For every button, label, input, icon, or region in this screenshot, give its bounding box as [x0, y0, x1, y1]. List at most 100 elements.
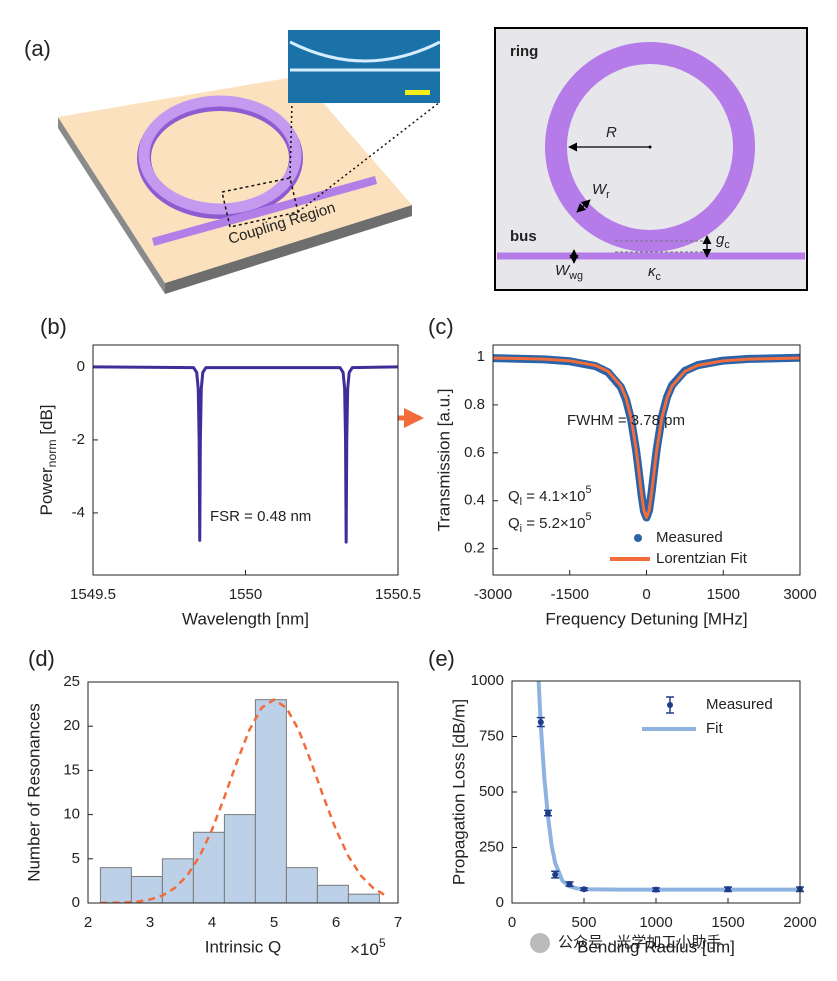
- schematic-label-part: c: [724, 239, 730, 251]
- schematic-label: Wr: [592, 181, 610, 201]
- x-axis-label: Wavelength [nm]: [182, 609, 309, 628]
- y-tick-label: 1: [477, 348, 485, 365]
- annotation: Ql = 4.1×105: [508, 484, 592, 508]
- y-tick-label: 10: [63, 806, 80, 823]
- y-tick-label: 250: [479, 838, 504, 855]
- annotation-part: i: [520, 523, 522, 535]
- watermark: 公众号 · 光学加工小助手: [558, 934, 721, 951]
- histogram-bar: [254, 699, 287, 904]
- x-tick-label: -3000: [474, 586, 512, 603]
- x-axis-label: Frequency Detuning [MHz]: [545, 609, 747, 628]
- axes-box: [87, 681, 399, 904]
- y-tick-label: 25: [63, 673, 80, 690]
- x-scale-label: ×105: [350, 936, 386, 959]
- histogram-bar: [192, 831, 225, 904]
- data-point: [725, 886, 731, 893]
- y-tick-label: 1000: [471, 672, 504, 689]
- axes-box: [511, 680, 801, 904]
- schematic-label: Wwg: [555, 262, 583, 282]
- schematic-label-part: g: [716, 231, 725, 248]
- legend-label: Measured: [656, 529, 723, 546]
- data-point: [537, 719, 544, 726]
- histogram-bar: [316, 884, 349, 904]
- y-tick-label: 750: [479, 727, 504, 744]
- y-axis-label: Powernorm [dB]: [37, 404, 59, 515]
- y-tick-label: 20: [63, 717, 80, 734]
- x-tick-label: 4: [208, 914, 216, 931]
- x-tick-label: 2: [84, 914, 92, 931]
- histogram-bar: [347, 893, 380, 904]
- schematic-label-part: wg: [568, 270, 583, 282]
- x-tick-label: 0: [508, 914, 516, 931]
- y-axis-label: Propagation Loss [dB/m]: [449, 699, 468, 885]
- histogram-bar: [99, 867, 132, 904]
- annotation-part: Q: [508, 488, 520, 505]
- annotation: FWHM = 3.78 pm: [567, 412, 685, 429]
- schematic-label-part: W: [592, 181, 608, 198]
- annotation-part: 5: [585, 484, 591, 496]
- ring-schematic: [494, 27, 808, 291]
- schematic-label: κc: [648, 263, 662, 283]
- panel-label: (a): [24, 36, 51, 61]
- schematic-label: bus: [510, 228, 537, 245]
- annotation-part: l: [520, 496, 522, 508]
- y-tick-label: 0: [496, 894, 504, 911]
- data-point: [566, 881, 573, 888]
- plot-area: [93, 345, 398, 575]
- y-tick-label: 15: [63, 761, 80, 778]
- x-axis-label: Bending Radius [um]: [577, 937, 735, 956]
- x-tick-label: 6: [332, 914, 340, 931]
- schematic-label-part: κ: [648, 263, 657, 280]
- schematic-label-part: r: [606, 189, 610, 201]
- fit-line: [536, 681, 800, 892]
- histogram-bar: [285, 867, 318, 904]
- axes-box: [92, 344, 399, 576]
- y-axis-label-part: Power: [37, 467, 56, 516]
- legend-symbol: [667, 702, 673, 708]
- y-axis-label-part: [dB]: [37, 404, 56, 439]
- watermark-icon: [530, 933, 550, 953]
- schematic-label: gc: [716, 231, 730, 251]
- y-tick-label: 0: [77, 358, 85, 375]
- x-scale-label-part: ×10: [350, 940, 379, 959]
- y-tick-label: 0.8: [464, 396, 485, 413]
- data-point: [552, 871, 559, 878]
- data-point: [653, 886, 659, 893]
- schematic-label: ring: [510, 43, 538, 60]
- annotation-part: = 4.1×10: [522, 488, 585, 505]
- x-tick-label: 1000: [639, 914, 672, 931]
- fit-curve: [100, 698, 387, 903]
- y-tick-label: 0.2: [464, 540, 485, 557]
- y-tick-label: -2: [72, 431, 85, 448]
- y-tick-label: 0: [72, 894, 80, 911]
- device-illustration: [58, 30, 441, 294]
- y-tick-label: -4: [72, 504, 85, 521]
- data-point: [545, 810, 551, 817]
- x-scale-label-part: 5: [379, 936, 386, 950]
- x-tick-label: 3000: [783, 586, 816, 603]
- legend-symbol: [634, 534, 642, 542]
- x-tick-label: 0: [642, 586, 650, 603]
- y-tick-label: 0.4: [464, 492, 485, 509]
- annotation: Qi = 5.2×105: [508, 511, 592, 535]
- x-tick-label: -1500: [551, 586, 589, 603]
- x-tick-label: 5: [270, 914, 278, 931]
- x-tick-label: 3: [146, 914, 154, 931]
- x-tick-label: 1549.5: [70, 586, 116, 603]
- histogram-bar: [223, 814, 256, 904]
- y-axis-label-part: norm: [45, 439, 59, 467]
- histogram-bar: [130, 875, 163, 904]
- legend-label: Measured: [706, 696, 773, 713]
- annotation-part: = 5.2×10: [522, 515, 585, 532]
- schematic-label-part: c: [656, 271, 662, 283]
- x-tick-label: 1500: [707, 586, 740, 603]
- y-tick-label: 0.6: [464, 444, 485, 461]
- annotation: FSR = 0.48 nm: [210, 508, 311, 525]
- x-tick-label: 2000: [783, 914, 816, 931]
- legend-label: Fit: [706, 720, 723, 737]
- x-tick-label: 7: [394, 914, 402, 931]
- x-tick-label: 500: [571, 914, 596, 931]
- y-tick-label: 5: [72, 850, 80, 867]
- axes-box: [492, 344, 801, 576]
